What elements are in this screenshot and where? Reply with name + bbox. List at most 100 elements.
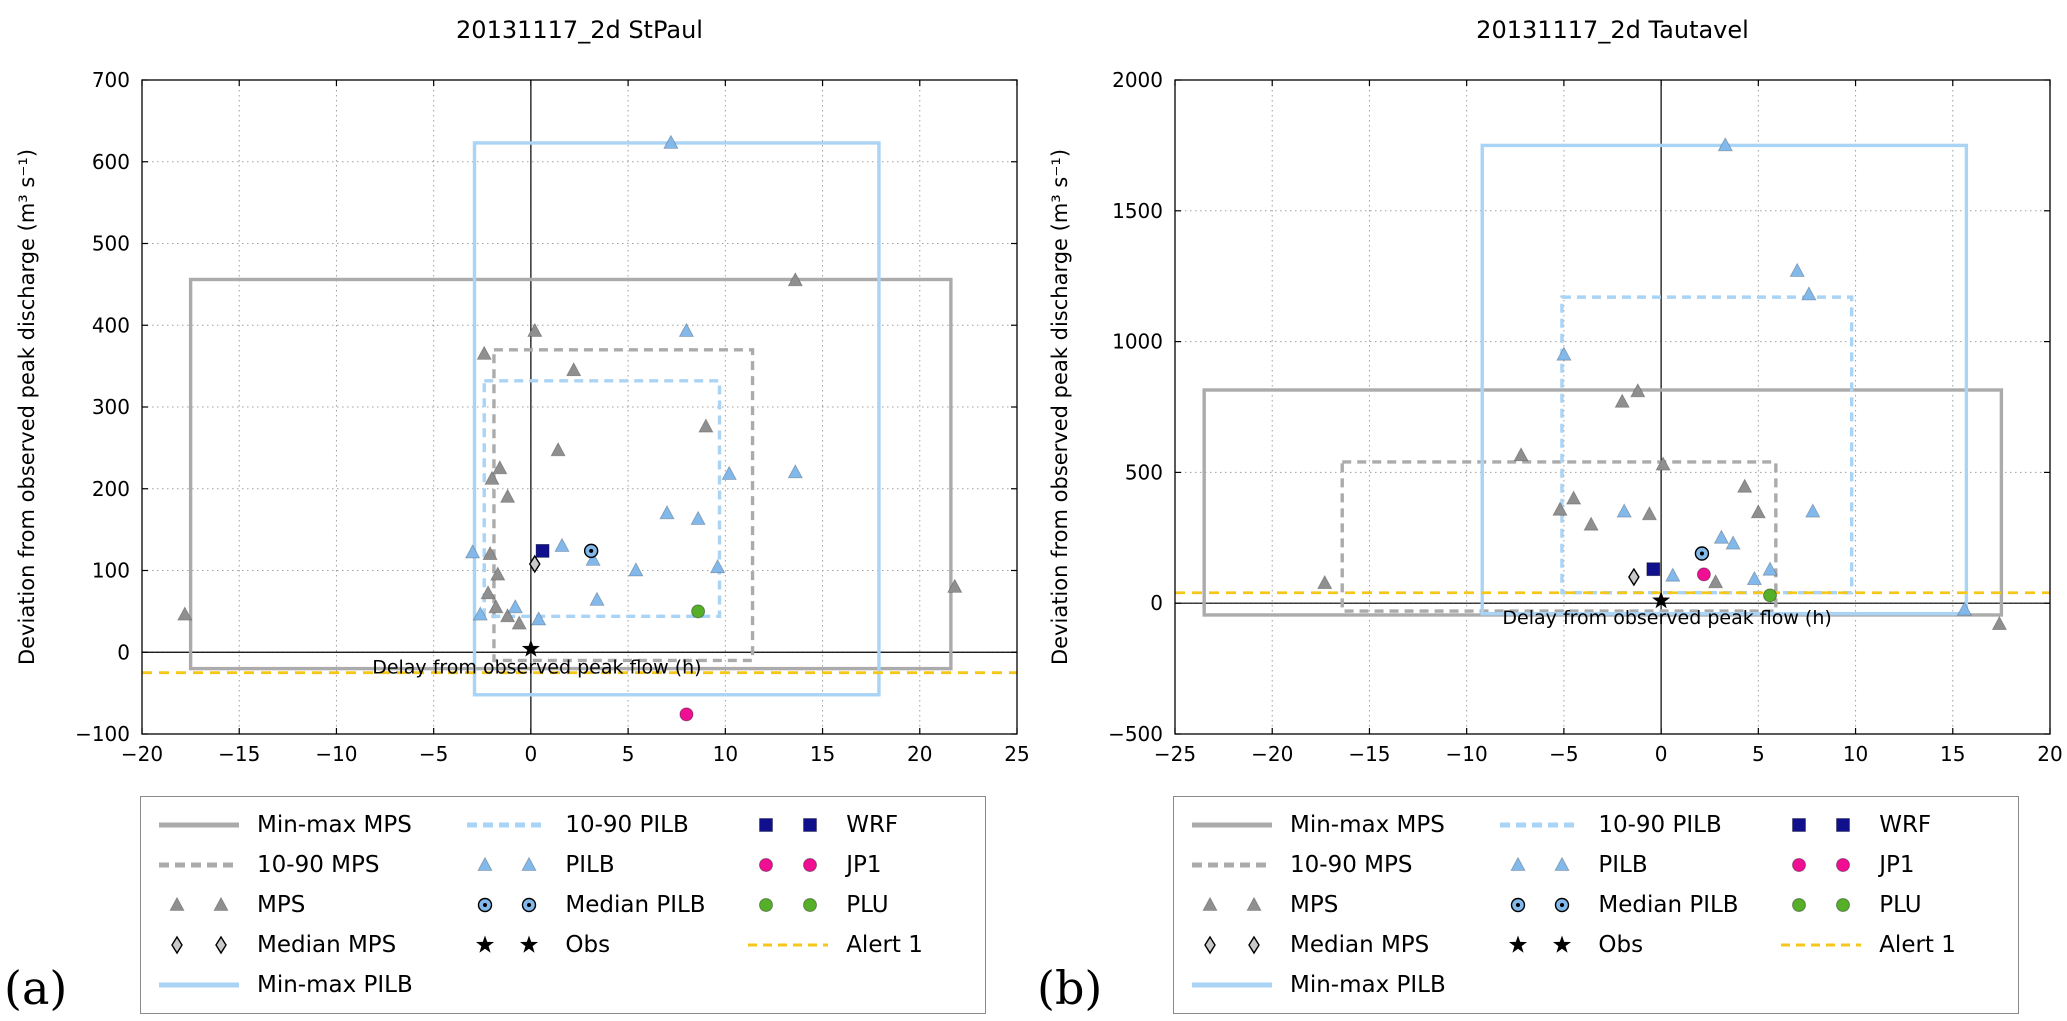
legend-circle-dot-dot <box>483 903 488 907</box>
legend-marker-line-solid-icon <box>159 822 239 828</box>
legend-item-10-90-pilb: 10-90 PILB <box>463 805 744 845</box>
point-mps <box>1655 456 1671 471</box>
legend-item-wrf: WRF <box>744 805 981 845</box>
y-tick-label: 600 <box>92 150 130 174</box>
x-tick-label: 10 <box>713 742 738 766</box>
legend-label: WRF <box>846 812 899 838</box>
legend-item-min-max-pilb: Min-max PILB <box>155 965 463 1005</box>
legend-item-min-max-mps: Min-max MPS <box>155 805 463 845</box>
legend-diamond <box>215 935 227 955</box>
point-pilb <box>787 464 803 479</box>
point-mps <box>499 607 516 623</box>
point-plu <box>1763 588 1777 603</box>
legend-marker-line-dashed-icon <box>1500 822 1581 828</box>
legend-marker-line-dashed-icon <box>1192 862 1272 868</box>
point-mps <box>1707 573 1724 589</box>
point-mps <box>488 598 504 614</box>
legend-label: Min-max MPS <box>257 812 412 838</box>
legend-marker-star-pair-icon <box>1509 935 1572 953</box>
point-pilb <box>1717 137 1733 152</box>
legend-square <box>759 818 774 832</box>
point-mps <box>484 470 500 485</box>
point-pilb <box>1956 601 1973 616</box>
x-tick-label: 15 <box>810 742 835 766</box>
point-pilb <box>507 598 523 614</box>
x-tick-label: −25 <box>1154 742 1196 766</box>
y-tick-label: 500 <box>1125 460 1163 484</box>
legend-label: 10-90 MPS <box>1290 852 1413 878</box>
y-tick-label: 400 <box>92 313 130 337</box>
legend-item-10-90-mps: 10-90 MPS <box>1188 845 1496 885</box>
point-mps <box>1641 505 1658 521</box>
legend-column-2: 10-90 PILB PILB Median PILB Obs <box>1496 805 1777 1005</box>
y-tick-label: 200 <box>92 477 130 501</box>
legend-marker-square-pair-icon <box>759 818 818 832</box>
legend-marker-triangle-pair-icon <box>1510 856 1571 871</box>
legend-diamond <box>1204 935 1216 955</box>
legend-marker-diamond-pair-icon <box>1204 935 1260 955</box>
x-tick-label: −15 <box>1348 742 1390 766</box>
point-pilb <box>531 611 547 626</box>
point-mps <box>1583 516 1599 531</box>
legend-circle-dot-dot <box>1516 903 1521 907</box>
point-mps <box>1614 393 1630 408</box>
legend-label: 10-90 PILB <box>565 812 689 838</box>
point-pilb <box>1616 503 1632 518</box>
point-mps <box>499 488 516 503</box>
legend-circle <box>1836 858 1851 872</box>
legend-label: Median PILB <box>565 892 706 918</box>
x-tick-label: 10 <box>1843 742 1868 766</box>
x-tick-label: 0 <box>1655 742 1668 766</box>
legend-item-10-90-mps: 10-90 MPS <box>155 845 463 885</box>
legend-marker-line-dashed-icon <box>159 862 239 868</box>
legend-marker-circledot-pair-icon <box>478 897 537 913</box>
legend-item-alert-1: Alert 1 <box>744 925 981 965</box>
legend-label: Obs <box>1598 932 1644 958</box>
x-tick-label: 20 <box>2037 742 2062 766</box>
legend-marker-line-dashed-icon <box>467 822 548 828</box>
point-obs <box>521 639 540 657</box>
legend-label: JP1 <box>846 852 882 878</box>
point-pilb <box>1665 567 1681 582</box>
x-tick-label: −5 <box>1549 742 1578 766</box>
legend-marker-line-solid-icon <box>1192 822 1272 828</box>
legend-item-median-pilb: Median PILB <box>463 885 744 925</box>
legend-item-median-mps: Median MPS <box>155 925 463 965</box>
legend-square <box>1836 818 1851 832</box>
legend-marker-circledot-pair-icon <box>1511 897 1570 913</box>
point-mps <box>480 585 496 600</box>
point-median-mps <box>1628 567 1640 587</box>
legend-marker-line-dashed-thin-icon <box>1781 943 1862 947</box>
x-tick-label: −10 <box>1446 742 1488 766</box>
legend-item-plu: PLU <box>744 885 981 925</box>
y-tick-label: −500 <box>1108 722 1163 746</box>
x-tick-label: −20 <box>121 742 163 766</box>
chart-title: 20131117_2d StPaul <box>456 16 703 44</box>
point-pilb <box>1556 346 1572 361</box>
point-pilb <box>1801 286 1817 301</box>
chart-a-stpaul: Delay from observed peak flow (h) −20 −15 −… <box>15 16 1030 766</box>
point-mps <box>177 606 193 621</box>
point-pilb <box>690 510 706 525</box>
point-pilb <box>709 558 726 574</box>
axis-frame <box>1174 79 2051 735</box>
x-tick-label: 0 <box>525 742 538 766</box>
legend-item-min-max-pilb: Min-max PILB <box>1188 965 1496 1005</box>
legend-marker-line-dashed-thin-icon <box>748 943 829 947</box>
y-tick-label: 700 <box>92 68 130 92</box>
legend-marker-line-solid-icon <box>159 982 239 988</box>
legend-label: MPS <box>257 892 306 918</box>
legend-label: Min-max PILB <box>1290 972 1446 998</box>
legend-item-10-90-pilb: 10-90 PILB <box>1496 805 1777 845</box>
point-mps <box>490 566 506 581</box>
point-pilb <box>1789 262 1805 277</box>
legend-item-mps: MPS <box>155 885 463 925</box>
legend-a: Min-max MPS 10-90 MPS MPS Median MPS Min-max… <box>140 796 986 1014</box>
point-pilb <box>589 591 605 606</box>
legend-b: Min-max MPS 10-90 MPS MPS Median MPS Min-max… <box>1173 796 2019 1014</box>
point-pilb <box>628 562 644 577</box>
legend-label: PILB <box>1598 852 1648 878</box>
point-mps <box>698 418 714 433</box>
point-mps <box>550 441 566 457</box>
